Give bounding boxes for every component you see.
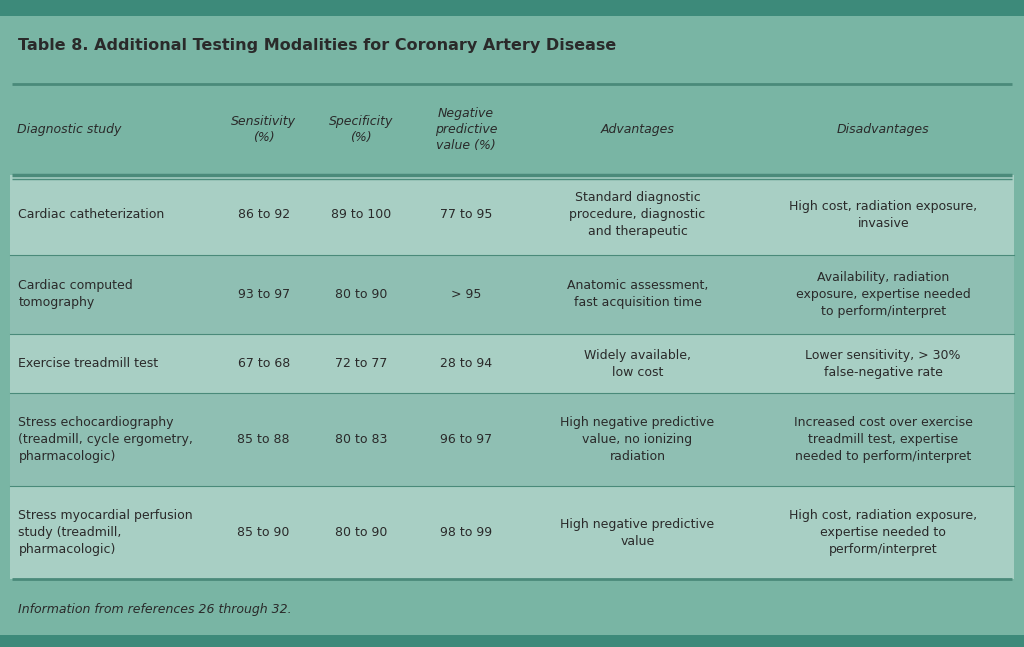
Text: High negative predictive
value: High negative predictive value bbox=[560, 518, 715, 547]
Text: Sensitivity
(%): Sensitivity (%) bbox=[231, 115, 296, 144]
Text: 86 to 92: 86 to 92 bbox=[238, 208, 290, 221]
Bar bbox=[10, 175, 1014, 254]
Text: 72 to 77: 72 to 77 bbox=[335, 357, 387, 370]
Text: 80 to 90: 80 to 90 bbox=[335, 288, 387, 301]
Text: Lower sensitivity, > 30%
false-negative rate: Lower sensitivity, > 30% false-negative … bbox=[806, 349, 961, 378]
Text: 85 to 88: 85 to 88 bbox=[238, 433, 290, 446]
Text: Widely available,
low cost: Widely available, low cost bbox=[584, 349, 691, 378]
Text: 28 to 94: 28 to 94 bbox=[440, 357, 492, 370]
Text: Negative
predictive
value (%): Negative predictive value (%) bbox=[434, 107, 498, 152]
Text: 96 to 97: 96 to 97 bbox=[440, 433, 492, 446]
Text: High cost, radiation exposure,
invasive: High cost, radiation exposure, invasive bbox=[790, 199, 977, 230]
Text: Stress echocardiography
(treadmill, cycle ergometry,
pharmacologic): Stress echocardiography (treadmill, cycl… bbox=[18, 416, 194, 463]
Bar bbox=[0, 0, 1024, 16]
Text: 80 to 83: 80 to 83 bbox=[335, 433, 387, 446]
Bar bbox=[10, 254, 1014, 334]
Text: Diagnostic study: Diagnostic study bbox=[17, 123, 122, 136]
Text: > 95: > 95 bbox=[451, 288, 481, 301]
Text: Disadvantages: Disadvantages bbox=[837, 123, 930, 136]
Bar bbox=[10, 393, 1014, 486]
Text: Stress myocardial perfusion
study (treadmill,
pharmacologic): Stress myocardial perfusion study (tread… bbox=[18, 509, 194, 556]
Text: Anatomic assessment,
fast acquisition time: Anatomic assessment, fast acquisition ti… bbox=[566, 280, 709, 309]
Bar bbox=[0, 635, 1024, 647]
Text: Standard diagnostic
procedure, diagnostic
and therapeutic: Standard diagnostic procedure, diagnosti… bbox=[569, 191, 706, 238]
Text: High negative predictive
value, no ionizing
radiation: High negative predictive value, no ioniz… bbox=[560, 416, 715, 463]
Text: Specificity
(%): Specificity (%) bbox=[329, 115, 393, 144]
Bar bbox=[10, 486, 1014, 579]
Text: 85 to 90: 85 to 90 bbox=[238, 526, 290, 539]
Text: 93 to 97: 93 to 97 bbox=[238, 288, 290, 301]
Text: Availability, radiation
exposure, expertise needed
to perform/interpret: Availability, radiation exposure, expert… bbox=[796, 271, 971, 318]
Text: 89 to 100: 89 to 100 bbox=[331, 208, 391, 221]
Text: 80 to 90: 80 to 90 bbox=[335, 526, 387, 539]
Text: 77 to 95: 77 to 95 bbox=[439, 208, 493, 221]
Bar bbox=[10, 334, 1014, 393]
Text: 98 to 99: 98 to 99 bbox=[440, 526, 492, 539]
Text: Cardiac computed
tomography: Cardiac computed tomography bbox=[18, 280, 133, 309]
Text: Table 8. Additional Testing Modalities for Coronary Artery Disease: Table 8. Additional Testing Modalities f… bbox=[18, 38, 616, 53]
Text: Advantages: Advantages bbox=[600, 123, 675, 136]
Text: Increased cost over exercise
treadmill test, expertise
needed to perform/interpr: Increased cost over exercise treadmill t… bbox=[794, 416, 973, 463]
Text: Exercise treadmill test: Exercise treadmill test bbox=[18, 357, 159, 370]
Text: Information from references 26 through 32.: Information from references 26 through 3… bbox=[18, 603, 292, 617]
Text: Cardiac catheterization: Cardiac catheterization bbox=[18, 208, 165, 221]
Text: 67 to 68: 67 to 68 bbox=[238, 357, 290, 370]
Text: High cost, radiation exposure,
expertise needed to
perform/interpret: High cost, radiation exposure, expertise… bbox=[790, 509, 977, 556]
